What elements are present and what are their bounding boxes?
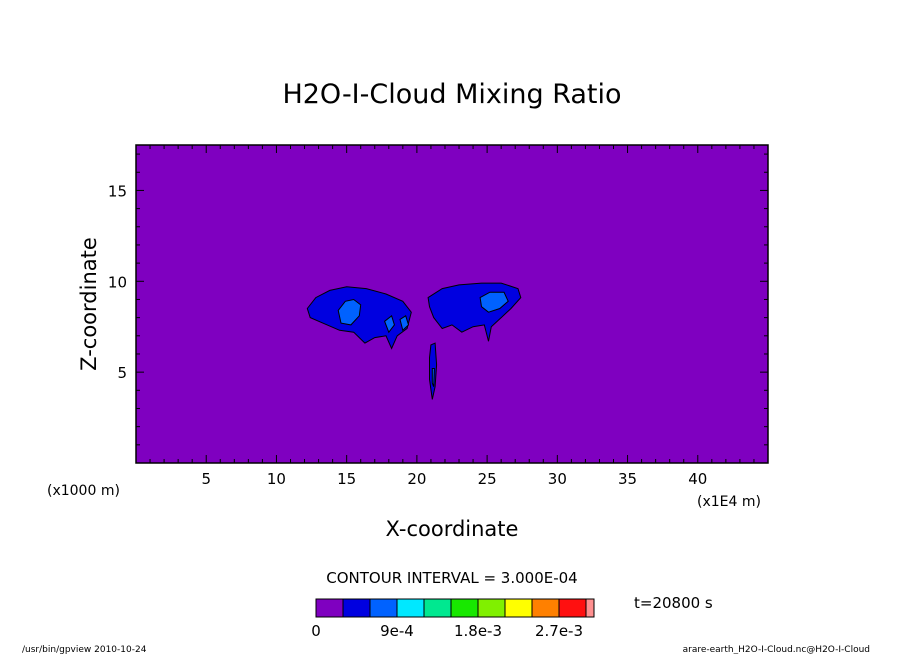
x-axis-label: X-coordinate [386,517,519,541]
colorbar-swatch [315,598,344,618]
colorbar-labels: 0 9e-4 1.8e-3 2.7e-3 [311,622,583,640]
y-tick-label: 15 [108,182,127,200]
contour-region-cloud-east-core [479,291,509,313]
colorbar-label: 0 [311,622,321,640]
colorbar [315,598,595,618]
x-tick-label: 10 [267,470,286,488]
colorbar-swatch [342,598,371,618]
contour-interval-text: CONTOUR INTERVAL = 3.000E-04 [326,569,577,587]
colorbar-swatch [396,598,425,618]
time-label: t=20800 s [634,594,713,612]
plot-frame [135,144,769,464]
contour-region-cloud-west-core [337,298,362,326]
x-tick-label: 20 [407,470,426,488]
colorbar-swatch [477,598,506,618]
colorbar-swatch [585,598,595,618]
colorbar-swatch [423,598,452,618]
x-unit-left: (x1000 m) [47,483,120,499]
colorbar-swatch [450,598,479,618]
footer-left: /usr/bin/gpview 2010-10-24 [22,645,147,654]
colorbar-swatch [558,598,587,618]
colorbar-label: 9e-4 [380,622,414,640]
plot-area [135,144,769,464]
footer-right: arare-earth_H2O-I-Cloud.nc@H2O-I-Cloud [683,645,870,654]
contour-region-cloud-small-a [384,314,395,334]
contour-region-cloud-stem-core [431,368,435,387]
y-axis-label: Z-coordinate [77,237,101,371]
y-tick-labels: 5 10 15 [108,182,127,382]
colorbar-swatch [504,598,533,618]
x-unit-right: (x1E4 m) [697,494,761,510]
x-tick-label: 35 [618,470,637,488]
colorbar-swatch [531,598,560,618]
colorbar-label: 2.7e-3 [535,622,583,640]
x-tick-label: 30 [548,470,567,488]
colorbar-swatch [369,598,398,618]
contour-regions [306,282,522,400]
y-tick-label: 5 [117,364,127,382]
x-tick-label: 25 [478,470,497,488]
x-tick-label: 40 [688,470,707,488]
chart-title: H2O-I-Cloud Mixing Ratio [282,79,621,110]
x-tick-labels: 5 10 15 20 25 30 35 40 [201,470,707,488]
y-tick-label: 10 [108,273,127,291]
contour-region-cloud-west [306,286,412,350]
contour-region-cloud-small-b [399,315,410,332]
colorbar-label: 1.8e-3 [454,622,502,640]
x-tick-label: 5 [201,470,211,488]
x-tick-label: 15 [337,470,356,488]
